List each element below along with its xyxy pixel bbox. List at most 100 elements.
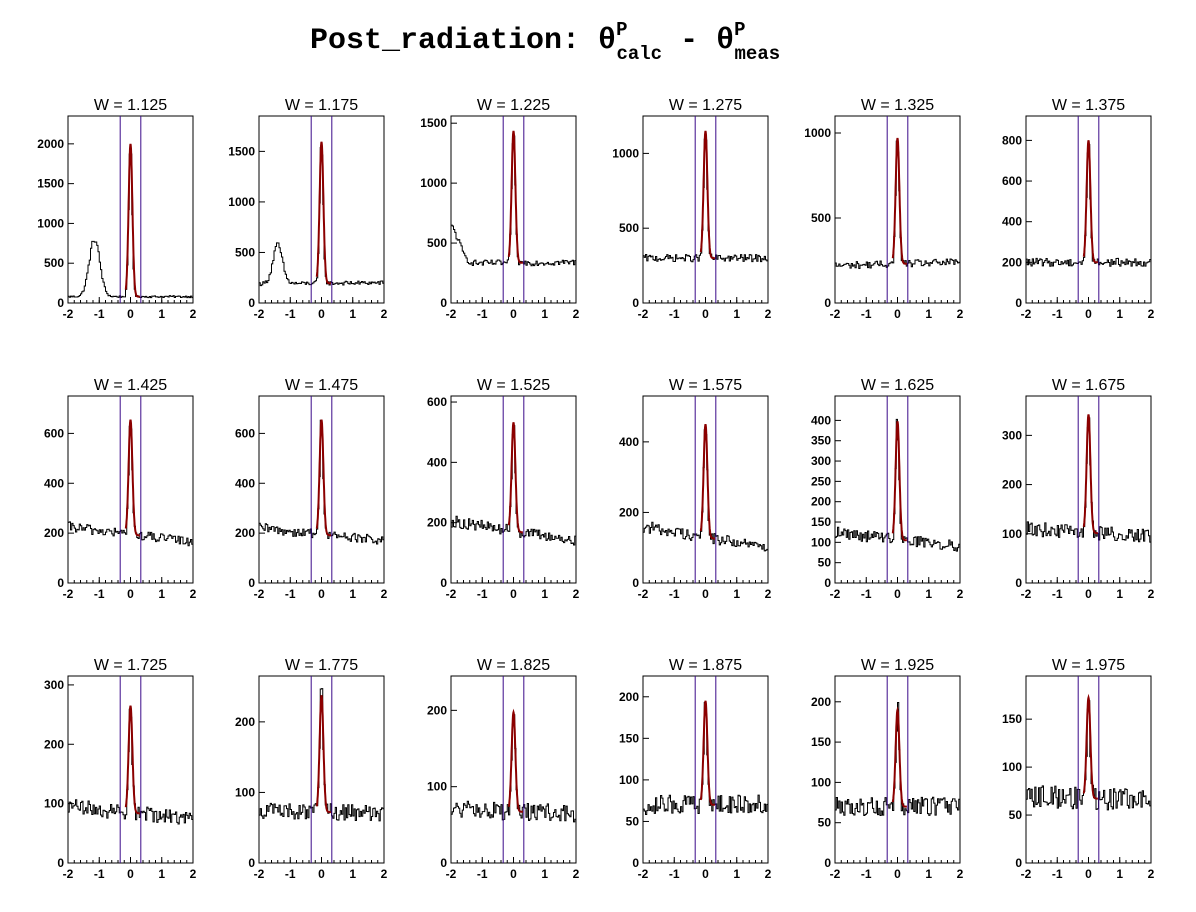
x-tick-label: 0 <box>1085 587 1092 601</box>
panel-17: W = 1.925 -2 -1 0 1 2 0 50 100 150 200 <box>811 657 964 881</box>
histogram-line <box>835 140 960 269</box>
histogram-line <box>68 153 193 299</box>
histogram-line <box>68 425 193 547</box>
x-tick-label: 1 <box>733 587 740 601</box>
y-tick-label: 0 <box>440 856 447 870</box>
y-tick-label: 1000 <box>37 216 64 230</box>
histogram-line <box>643 429 768 552</box>
panel-7: W = 1.425 -2 -1 0 1 2 0 200 400 600 <box>44 377 197 601</box>
panel-13: W = 1.725 -2 -1 0 1 2 0 100 200 300 <box>44 657 197 881</box>
y-tick-label: 150 <box>811 515 831 529</box>
x-tick-label: -2 <box>1021 867 1032 881</box>
panel-5: W = 1.325 -2 -1 0 1 2 0 500 1000 <box>804 97 963 321</box>
y-tick-label: 400 <box>235 476 255 490</box>
y-tick-label: 0 <box>1015 576 1022 590</box>
title-sup1: P <box>616 19 627 41</box>
fit-curve <box>507 422 523 534</box>
fit-curve <box>315 695 331 814</box>
x-tick-label: -2 <box>1021 307 1032 321</box>
y-tick-label: 0 <box>632 856 639 870</box>
fit-curve <box>699 700 715 806</box>
x-tick-label: -2 <box>830 867 841 881</box>
x-tick-label: 0 <box>702 867 709 881</box>
x-tick-label: 0 <box>318 587 325 601</box>
panel-12: W = 1.675 -2 -1 0 1 2 0 100 200 300 <box>1002 377 1155 601</box>
y-tick-label: 100 <box>811 535 831 549</box>
panel-title: W = 1.525 <box>477 377 550 394</box>
panel-title: W = 1.675 <box>1052 377 1125 394</box>
panel-title: W = 1.975 <box>1052 657 1125 674</box>
x-tick-label: 2 <box>765 587 772 601</box>
x-tick-label: 0 <box>1085 307 1092 321</box>
x-tick-label: -2 <box>254 867 265 881</box>
x-tick-label: -1 <box>1052 867 1063 881</box>
histogram-line <box>259 146 384 287</box>
x-tick-label: 0 <box>127 307 134 321</box>
y-tick-label: 0 <box>1015 856 1022 870</box>
x-tick-label: 0 <box>510 867 517 881</box>
panel-title: W = 1.225 <box>477 97 550 114</box>
x-tick-label: 0 <box>510 307 517 321</box>
y-tick-label: 500 <box>619 221 639 235</box>
y-tick-label: 0 <box>440 576 447 590</box>
y-tick-label: 200 <box>427 703 447 717</box>
fit-curve <box>1082 693 1098 800</box>
panel-title: W = 1.625 <box>861 377 934 394</box>
x-tick-label: 2 <box>573 867 580 881</box>
x-tick-label: -1 <box>669 307 680 321</box>
fit-curve <box>1082 140 1098 264</box>
histogram-line <box>1026 143 1151 267</box>
y-tick-label: 0 <box>248 576 255 590</box>
y-tick-label: 600 <box>44 426 64 440</box>
y-tick-label: 500 <box>235 245 255 259</box>
y-tick-label: 150 <box>811 735 831 749</box>
y-tick-label: 100 <box>811 775 831 789</box>
y-tick-label: 200 <box>619 505 639 519</box>
y-tick-label: 400 <box>427 455 447 469</box>
panel-10: W = 1.575 -2 -1 0 1 2 0 200 400 <box>619 377 772 601</box>
x-tick-label: 0 <box>894 867 901 881</box>
panel-14: W = 1.775 -2 -1 0 1 2 0 100 200 <box>235 657 388 881</box>
y-tick-label: 50 <box>626 814 640 828</box>
plot-frame <box>450 675 577 864</box>
x-tick-label: 1 <box>158 307 165 321</box>
x-tick-label: 1 <box>1116 587 1123 601</box>
x-tick-label: 1 <box>349 307 356 321</box>
fit-curve <box>124 143 140 298</box>
y-tick-label: 0 <box>248 296 255 310</box>
histogram-line <box>451 135 576 267</box>
x-tick-label: -1 <box>1052 587 1063 601</box>
y-tick-label: 350 <box>811 434 831 448</box>
panel-2: W = 1.175 -2 -1 0 1 2 0 500 1000 1500 <box>228 97 387 321</box>
y-tick-label: 0 <box>632 576 639 590</box>
plot-frame <box>67 675 194 864</box>
panel-9: W = 1.525 -2 -1 0 1 2 0 200 400 600 <box>427 377 580 601</box>
x-tick-label: -2 <box>1021 587 1032 601</box>
y-tick-label: 200 <box>619 690 639 704</box>
y-tick-label: 0 <box>248 856 255 870</box>
title-theta2: θ <box>716 24 734 58</box>
x-tick-label: -1 <box>477 867 488 881</box>
title-prefix: Post_radiation: <box>310 24 598 58</box>
y-tick-label: 200 <box>44 737 64 751</box>
x-tick-label: -1 <box>94 587 105 601</box>
x-tick-label: 2 <box>190 867 197 881</box>
x-tick-label: 2 <box>381 867 388 881</box>
x-tick-label: 0 <box>894 587 901 601</box>
x-tick-label: 1 <box>1116 307 1123 321</box>
x-tick-label: -2 <box>446 867 457 881</box>
x-tick-label: 0 <box>318 307 325 321</box>
histogram-line <box>1026 700 1151 811</box>
panel-title: W = 1.475 <box>285 377 358 394</box>
y-tick-label: 800 <box>1002 133 1022 147</box>
histogram-line <box>259 688 384 822</box>
x-tick-label: 2 <box>765 867 772 881</box>
fit-curve <box>315 141 331 285</box>
y-tick-label: 1000 <box>420 176 447 190</box>
x-tick-label: 0 <box>127 867 134 881</box>
panel-title: W = 1.725 <box>94 657 167 674</box>
y-tick-label: 400 <box>811 413 831 427</box>
y-tick-label: 0 <box>824 856 831 870</box>
panel-title: W = 1.575 <box>669 377 742 394</box>
